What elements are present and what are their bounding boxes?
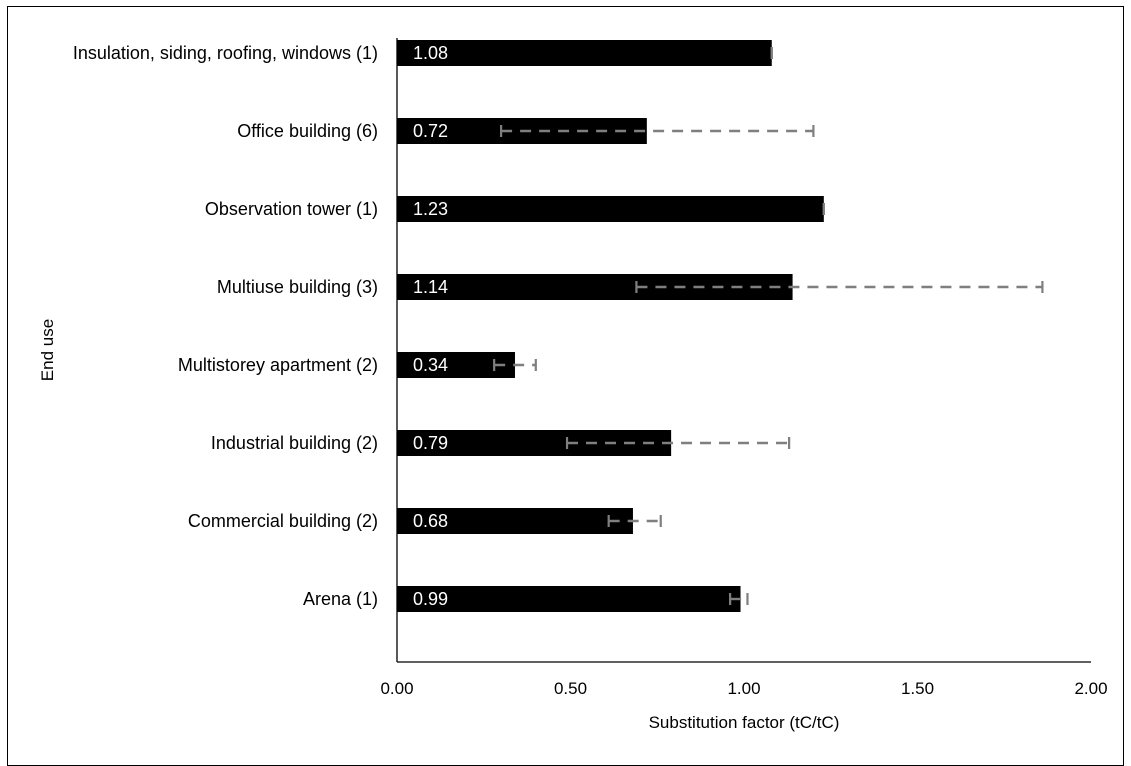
bar-value-label: 0.72 xyxy=(413,121,448,141)
category-label: Insulation, siding, roofing, windows (1) xyxy=(73,43,378,63)
y-axis-title: End use xyxy=(38,319,57,381)
bar-value-label: 1.23 xyxy=(413,199,448,219)
bar xyxy=(397,274,793,300)
category-label: Office building (6) xyxy=(237,121,378,141)
bar-value-label: 0.68 xyxy=(413,511,448,531)
category-label: Multiuse building (3) xyxy=(217,277,378,297)
bar-value-label: 1.08 xyxy=(413,43,448,63)
x-tick-label: 2.00 xyxy=(1074,679,1107,698)
bar-value-label: 0.79 xyxy=(413,433,448,453)
bar xyxy=(397,40,772,66)
category-label: Observation tower (1) xyxy=(205,199,378,219)
bar-value-label: 0.34 xyxy=(413,355,448,375)
category-label: Commercial building (2) xyxy=(188,511,378,531)
bar xyxy=(397,508,633,534)
x-axis-title: Substitution factor (tC/tC) xyxy=(649,713,840,732)
category-label: Arena (1) xyxy=(303,589,378,609)
bar xyxy=(397,586,741,612)
bar-value-label: 1.14 xyxy=(413,277,448,297)
x-tick-label: 1.50 xyxy=(901,679,934,698)
x-tick-label: 0.00 xyxy=(380,679,413,698)
category-label: Multistorey apartment (2) xyxy=(178,355,378,375)
bar-value-label: 0.99 xyxy=(413,589,448,609)
x-tick-label: 0.50 xyxy=(554,679,587,698)
category-label: Industrial building (2) xyxy=(211,433,378,453)
x-tick-label: 1.00 xyxy=(727,679,760,698)
bar xyxy=(397,196,824,222)
